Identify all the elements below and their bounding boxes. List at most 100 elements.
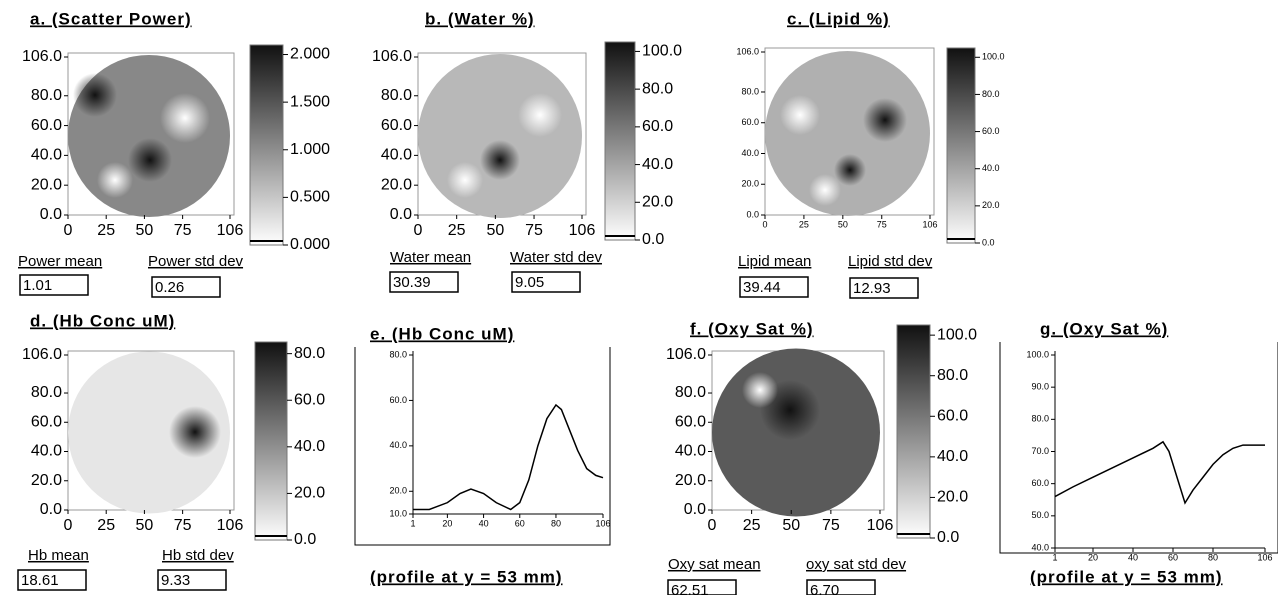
y-tick-label: 0.0 xyxy=(390,206,412,223)
y-tick-label: 0.0 xyxy=(40,501,62,518)
profile-line xyxy=(1054,440,1265,505)
x-tick-label: 60 xyxy=(515,518,525,528)
x-tick-label: 75 xyxy=(877,219,887,229)
colorbar-label: 40.0 xyxy=(294,438,325,455)
x-tick-label: 25 xyxy=(97,517,115,534)
colorbar-label: 20.0 xyxy=(642,194,673,211)
y-tick-label: 70.0 xyxy=(1031,446,1049,456)
panel-title: d. (Hb Conc uM) xyxy=(30,311,175,330)
x-tick-label: 40 xyxy=(479,518,489,528)
panel-title: e. (Hb Conc uM) xyxy=(370,324,514,343)
colorbar-label: 1.000 xyxy=(290,141,330,158)
x-tick-label: 106 xyxy=(217,517,244,534)
y-tick-label: 100.0 xyxy=(1026,349,1049,359)
y-tick-label: 40.0 xyxy=(1031,542,1049,552)
y-tick-label: 80.0 xyxy=(31,384,62,401)
map-region xyxy=(447,162,483,198)
x-tick-label: 0 xyxy=(64,222,73,239)
x-tick-label: 20 xyxy=(1088,552,1098,562)
tissue-map xyxy=(68,351,230,514)
x-tick-label: 75 xyxy=(174,222,192,239)
panel-title: f. (Oxy Sat %) xyxy=(690,319,814,338)
colorbar-label: 80.0 xyxy=(294,345,325,362)
x-tick-label: 50 xyxy=(136,222,154,239)
stat-box xyxy=(151,276,221,298)
map-region xyxy=(809,174,841,206)
y-tick-label: 40.0 xyxy=(31,443,62,460)
stat-box xyxy=(806,579,876,595)
colorbar xyxy=(604,41,636,241)
colorbar-label: 100.0 xyxy=(982,52,1005,62)
y-tick-label: 60.0 xyxy=(675,413,706,430)
stat-box xyxy=(389,271,459,293)
stat-label: Power std dev xyxy=(148,253,244,270)
x-tick-label: 25 xyxy=(448,222,466,239)
stat-box xyxy=(849,277,919,299)
colorbar-label: 60.0 xyxy=(642,118,673,135)
map-region xyxy=(780,95,820,135)
stat-label: oxy sat std dev xyxy=(806,556,907,573)
stat-value: 62.51 xyxy=(671,582,709,595)
x-tick-label: 106 xyxy=(217,222,244,239)
colorbar-label: 0.500 xyxy=(290,189,330,206)
map-region xyxy=(834,154,866,186)
colorbar xyxy=(946,47,976,244)
colorbar xyxy=(896,324,931,539)
x-tick-label: 50 xyxy=(136,517,154,534)
x-tick-label: 80 xyxy=(1208,552,1218,562)
y-tick-label: 60.0 xyxy=(31,413,62,430)
y-tick-label: 80.0 xyxy=(741,86,759,96)
colorbar xyxy=(254,341,288,541)
stat-box xyxy=(19,274,89,296)
x-tick-label: 106 xyxy=(595,518,610,528)
colorbar-label: 0.0 xyxy=(982,237,995,247)
stat-value: 12.93 xyxy=(853,280,891,297)
colorbar-label: 60.0 xyxy=(937,408,968,425)
colorbar xyxy=(249,44,284,246)
caption: (profile at y = 53 mm) xyxy=(1030,567,1223,586)
stat-box xyxy=(17,569,87,591)
y-tick-label: 60.0 xyxy=(381,117,412,134)
map-region xyxy=(128,138,172,182)
stat-label: Hb std dev xyxy=(162,547,234,564)
y-tick-label: 90.0 xyxy=(1031,382,1049,392)
stat-value: 6.70 xyxy=(810,582,839,595)
colorbar-label: 0.0 xyxy=(294,531,316,548)
x-tick-label: 106 xyxy=(922,219,937,229)
y-tick-label: 20.0 xyxy=(31,472,62,489)
colorbar-label: 1.500 xyxy=(290,93,330,110)
y-tick-label: 10.0 xyxy=(389,508,407,518)
x-tick-label: 20 xyxy=(442,518,452,528)
stat-value: 9.33 xyxy=(161,572,190,589)
y-tick-label: 60.0 xyxy=(1031,478,1049,488)
y-tick-label: 20.0 xyxy=(31,176,62,193)
colorbar-label: 40.0 xyxy=(642,156,673,173)
stat-value: 30.39 xyxy=(393,274,431,291)
y-tick-label: 80.0 xyxy=(1031,414,1049,424)
colorbar-label: 2.000 xyxy=(290,46,330,63)
x-tick-label: 0 xyxy=(708,517,717,534)
stat-label: Water std dev xyxy=(510,249,602,266)
plot-frame xyxy=(354,347,611,546)
y-tick-label: 106.0 xyxy=(736,46,759,56)
stat-label: Lipid mean xyxy=(738,253,811,270)
y-tick-label: 80.0 xyxy=(389,349,407,359)
x-tick-label: 106 xyxy=(569,222,596,239)
y-tick-label: 0.0 xyxy=(40,206,62,223)
map-region xyxy=(73,73,117,117)
x-tick-label: 25 xyxy=(799,219,809,229)
colorbar-label: 80.0 xyxy=(642,80,673,97)
panel-title: a. (Scatter Power) xyxy=(30,9,192,28)
stat-value: 18.61 xyxy=(21,572,59,589)
colorbar-label: 40.0 xyxy=(982,163,1000,173)
y-tick-label: 40.0 xyxy=(389,440,407,450)
x-tick-label: 50 xyxy=(838,219,848,229)
stat-value: 1.01 xyxy=(23,277,52,294)
y-tick-label: 106.0 xyxy=(666,346,706,363)
colorbar-label: 60.0 xyxy=(294,391,325,408)
colorbar-label: 100.0 xyxy=(937,326,977,343)
map-region xyxy=(863,98,907,142)
y-tick-label: 106.0 xyxy=(372,48,412,65)
y-tick-label: 106.0 xyxy=(22,48,62,65)
